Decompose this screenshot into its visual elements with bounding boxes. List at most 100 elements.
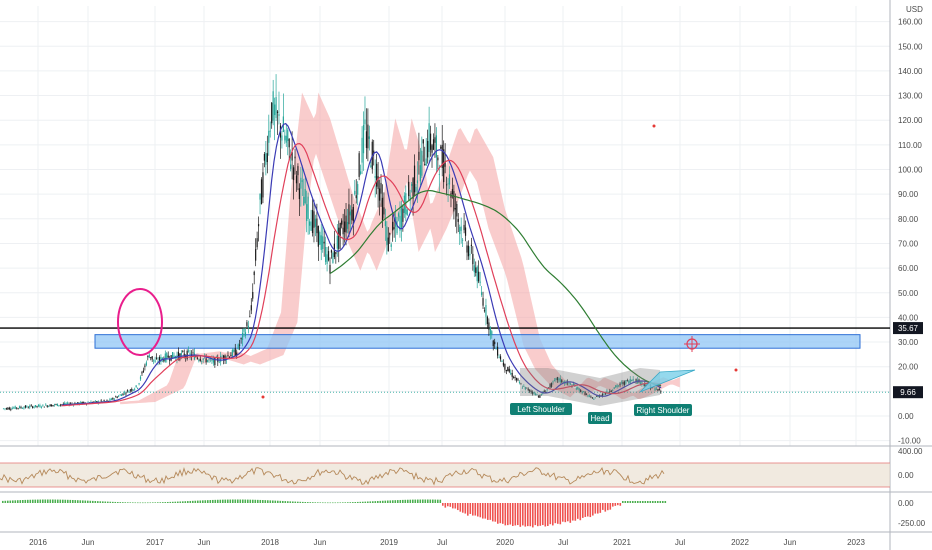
candle-body bbox=[339, 222, 341, 237]
candle-body bbox=[446, 184, 448, 186]
price-axis[interactable]: 160.00 150.00 140.00 130.00 120.00 110.00 100.… bbox=[898, 18, 926, 528]
candle-body bbox=[467, 245, 470, 257]
candle-body bbox=[491, 331, 493, 335]
candle-body bbox=[147, 356, 149, 357]
macd-bar bbox=[232, 499, 234, 503]
candle-body bbox=[472, 253, 474, 265]
macd-bar bbox=[84, 500, 87, 503]
candle-body bbox=[201, 360, 203, 362]
ema-fast-line bbox=[61, 122, 662, 406]
macd-bar bbox=[359, 501, 362, 503]
macd-bar bbox=[594, 503, 597, 514]
candle-body bbox=[568, 382, 570, 384]
macd-bar bbox=[157, 502, 159, 503]
candle-body bbox=[396, 220, 398, 234]
candle-body bbox=[558, 378, 560, 381]
macd-bar bbox=[277, 500, 279, 503]
macd-bar bbox=[559, 503, 562, 525]
macd-bar bbox=[197, 500, 199, 503]
candle-body bbox=[244, 332, 247, 337]
candle-body bbox=[298, 188, 300, 200]
candle-body bbox=[462, 239, 464, 241]
candle-body bbox=[16, 407, 18, 409]
candle-body bbox=[199, 358, 201, 361]
time-axis[interactable]: 2016 Jun 2017 Jun 2018 Jun 2019 Jul 2020 Jul 2021 J… bbox=[29, 538, 865, 547]
macd-bar bbox=[252, 499, 254, 503]
macd-bar bbox=[202, 500, 204, 503]
candle-body bbox=[515, 377, 518, 381]
candle-body bbox=[482, 298, 484, 306]
macd-bar bbox=[619, 503, 622, 506]
macd-bar bbox=[124, 502, 127, 503]
candle-body bbox=[453, 191, 455, 212]
candle-body bbox=[552, 381, 554, 383]
macd-bar bbox=[292, 501, 294, 503]
candle-body bbox=[454, 207, 456, 210]
macd-bar bbox=[454, 503, 457, 509]
candle-body bbox=[562, 381, 564, 384]
macd-tick-label: -250.00 bbox=[898, 519, 926, 528]
macd-bar bbox=[7, 500, 9, 503]
candle-body bbox=[549, 384, 551, 388]
candle-body bbox=[517, 379, 519, 381]
candle-body bbox=[463, 224, 465, 231]
candle-body bbox=[498, 356, 500, 358]
candle-body bbox=[381, 197, 384, 221]
candle-body bbox=[409, 195, 411, 201]
ema-mid-line bbox=[61, 142, 662, 407]
candle-body bbox=[657, 389, 659, 391]
macd-bar bbox=[652, 501, 654, 503]
candle-body bbox=[434, 137, 436, 143]
candle-body bbox=[631, 379, 633, 381]
macd-bar bbox=[544, 503, 547, 527]
candle-body bbox=[644, 383, 646, 387]
time-tick-label: Jun bbox=[198, 538, 211, 547]
macd-bar bbox=[149, 502, 152, 504]
candle-body bbox=[628, 380, 630, 384]
macd-bar bbox=[134, 502, 137, 504]
candle-body bbox=[247, 325, 249, 328]
macd-bar bbox=[507, 503, 509, 526]
macd-bar bbox=[634, 501, 637, 503]
macd-bar bbox=[474, 503, 477, 516]
macd-bar bbox=[189, 500, 192, 503]
macd-bar bbox=[184, 501, 187, 503]
support-zone[interactable] bbox=[94, 334, 861, 349]
macd-bar bbox=[444, 503, 447, 508]
candle-body bbox=[626, 380, 628, 381]
candle-body bbox=[236, 352, 238, 356]
candle-body bbox=[208, 359, 210, 360]
candle-body bbox=[237, 344, 239, 349]
macd-bar bbox=[492, 503, 494, 522]
macd-bar bbox=[22, 499, 24, 503]
candle-body bbox=[390, 244, 392, 247]
candle-body bbox=[129, 389, 131, 391]
macd-bar bbox=[234, 499, 237, 503]
candle-body bbox=[591, 397, 593, 399]
macd-bar bbox=[357, 501, 359, 503]
macd-bar bbox=[217, 499, 219, 503]
candle-body bbox=[405, 193, 407, 215]
macd-bar bbox=[72, 499, 74, 503]
macd-bar bbox=[482, 503, 484, 519]
macd-bar bbox=[632, 501, 634, 503]
candle-body bbox=[616, 385, 618, 388]
candle-body bbox=[373, 150, 375, 155]
candle-body bbox=[536, 394, 538, 395]
macd-bar bbox=[517, 503, 519, 526]
candle-body bbox=[432, 139, 435, 150]
macd-bar bbox=[9, 500, 12, 503]
macd-bar bbox=[104, 501, 107, 503]
macd-bar bbox=[654, 501, 657, 503]
rsi-tick-label: 400.00 bbox=[898, 447, 923, 456]
candle-body bbox=[161, 357, 163, 360]
candle-body bbox=[150, 357, 152, 359]
candle-body bbox=[569, 383, 572, 385]
macd-bar bbox=[242, 499, 244, 503]
candle-body bbox=[613, 387, 615, 389]
macd-bar bbox=[392, 500, 394, 503]
candle-body bbox=[153, 359, 155, 361]
macd-bar bbox=[627, 501, 629, 503]
candle-body bbox=[343, 221, 346, 232]
candle-body bbox=[260, 179, 263, 205]
